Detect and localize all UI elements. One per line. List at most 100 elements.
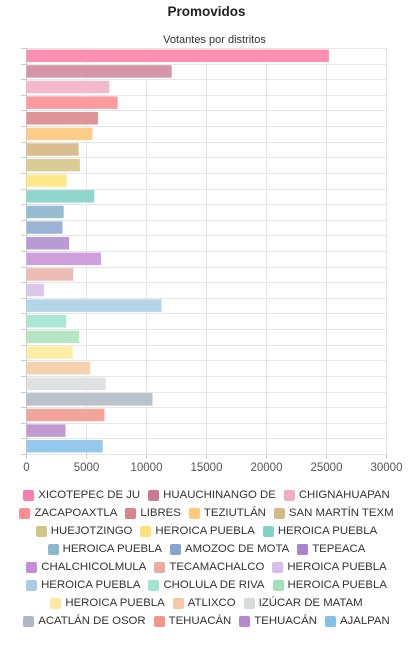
legend-swatch <box>153 615 165 627</box>
legend-swatch <box>26 579 38 591</box>
legend-item[interactable]: LIBRES <box>125 505 181 521</box>
chart-title: Promovidos <box>167 4 246 19</box>
legend-swatch <box>23 489 35 501</box>
legend-label: IZÚCAR DE MATAM <box>258 597 363 609</box>
legend-swatch <box>262 525 274 537</box>
x-tick-label: 30000 <box>371 462 403 474</box>
bar <box>26 127 93 141</box>
legend-swatch <box>239 615 251 627</box>
bar <box>26 80 110 94</box>
x-tick-label: 0 <box>23 462 29 474</box>
legend-swatch <box>154 561 166 573</box>
legend-item[interactable]: HEROICA PUEBLA <box>272 559 387 575</box>
legend-label: AJALPAN <box>339 615 390 627</box>
legend-label: TEPEACA <box>312 543 366 555</box>
legend-swatch <box>125 507 137 519</box>
legend-label: LIBRES <box>140 507 181 519</box>
legend-item[interactable]: HEROICA PUEBLA <box>50 595 165 611</box>
legend-swatch <box>148 489 160 501</box>
legend-swatch <box>35 525 47 537</box>
legend-label: HUEJOTZINGO <box>50 525 133 537</box>
bar <box>26 96 118 109</box>
legend-label: ZACAPOAXTLA <box>34 507 118 519</box>
bar <box>26 299 162 312</box>
bar <box>26 252 101 266</box>
legend-swatch <box>297 543 309 555</box>
legend-label: HEROICA PUEBLA <box>41 579 141 591</box>
bar <box>26 361 91 375</box>
legend-swatch <box>23 615 35 627</box>
legend-swatch <box>283 489 295 501</box>
legend-label: AMOZOC DE MOTA <box>185 543 290 555</box>
bar <box>26 158 80 172</box>
bar <box>26 49 329 63</box>
bar <box>26 346 73 359</box>
legend-item[interactable]: HEROICA PUEBLA <box>47 541 162 557</box>
legend-item[interactable]: IZÚCAR DE MATAM <box>243 595 363 611</box>
bar <box>26 408 105 422</box>
legend-label: HEROICA PUEBLA <box>155 525 255 537</box>
legend-label: ACATLÁN DE OSOR <box>38 615 146 627</box>
bar <box>26 65 172 78</box>
legend-label: TECAMACHALCO <box>169 561 265 573</box>
bar <box>26 315 67 328</box>
legend-item[interactable]: TEZIUTLÁN <box>188 505 266 521</box>
legend-swatch <box>47 543 59 555</box>
legend-swatch <box>324 615 336 627</box>
chart-subtitle: Votantes por distritos <box>163 34 266 46</box>
legend-label: HEROICA PUEBLA <box>65 597 165 609</box>
legend-item[interactable]: ATLIXCO <box>172 595 236 611</box>
legend-item[interactable]: HEROICA PUEBLA <box>262 523 377 539</box>
legend-label: XICOTEPEC DE JU <box>38 489 141 501</box>
bar <box>26 236 70 250</box>
legend-item[interactable]: HEROICA PUEBLA <box>140 523 255 539</box>
bar <box>26 330 80 344</box>
legend-item[interactable]: HUAUCHINANGO DE <box>148 487 276 503</box>
legend-item[interactable]: ACATLÁN DE OSOR <box>23 613 146 629</box>
legend-item[interactable]: XICOTEPEC DE JU <box>23 487 140 503</box>
legend-swatch <box>272 579 284 591</box>
legend-swatch <box>19 507 31 519</box>
bar <box>26 268 74 281</box>
legend-swatch <box>272 561 284 573</box>
legend-item[interactable]: CHIGNAHUAPAN <box>283 487 390 503</box>
legend-item[interactable]: TEHUACÁN <box>153 613 232 629</box>
legend-swatch <box>243 597 255 609</box>
legend-label: HUAUCHINANGO DE <box>163 489 276 501</box>
bar <box>26 143 79 156</box>
legend-label: CHALCHICOLMULA <box>41 561 147 573</box>
legend-item[interactable]: SAN MARTÍN TEXM <box>273 505 394 521</box>
legend-item[interactable]: AJALPAN <box>324 613 390 629</box>
legend-swatch <box>140 525 152 537</box>
bar <box>26 221 63 234</box>
legend-item[interactable]: ZACAPOAXTLA <box>19 505 117 521</box>
legend-item[interactable]: TECAMACHALCO <box>154 559 264 575</box>
legend-item[interactable]: CHALCHICOLMULA <box>26 559 146 575</box>
legend-item[interactable]: CHOLULA DE RIVA <box>148 577 265 593</box>
bar <box>26 377 106 390</box>
x-tick-label: 5000 <box>74 462 100 474</box>
legend-item[interactable]: TEPEACA <box>297 541 365 557</box>
legend-label: TEHUACÁN <box>254 615 317 627</box>
legend-swatch <box>188 507 200 519</box>
legend-item[interactable]: AMOZOC DE MOTA <box>170 541 289 557</box>
legend-item[interactable]: HEROICA PUEBLA <box>26 577 140 593</box>
bar <box>26 393 153 406</box>
bar <box>26 112 98 125</box>
legend-label: TEZIUTLÁN <box>203 507 266 519</box>
bar <box>26 190 95 203</box>
legend-label: CHIGNAHUAPAN <box>298 489 390 501</box>
legend-label: ATLIXCO <box>187 597 236 609</box>
legend-swatch <box>148 579 160 591</box>
x-tick-label: 20000 <box>251 462 283 474</box>
bar <box>26 283 44 297</box>
legend-label: CHOLULA DE RIVA <box>163 579 265 591</box>
legend-label: HEROICA PUEBLA <box>287 561 387 573</box>
legend-label: TEHUACÁN <box>168 615 232 627</box>
bar <box>26 439 103 453</box>
x-tick-label: 10000 <box>131 462 163 474</box>
legend-item[interactable]: TEHUACÁN <box>239 613 317 629</box>
legend-item[interactable]: HUEJOTZINGO <box>35 523 133 539</box>
legend-item[interactable]: HEROICA PUEBLA <box>272 577 387 593</box>
legend-swatch <box>26 561 38 573</box>
